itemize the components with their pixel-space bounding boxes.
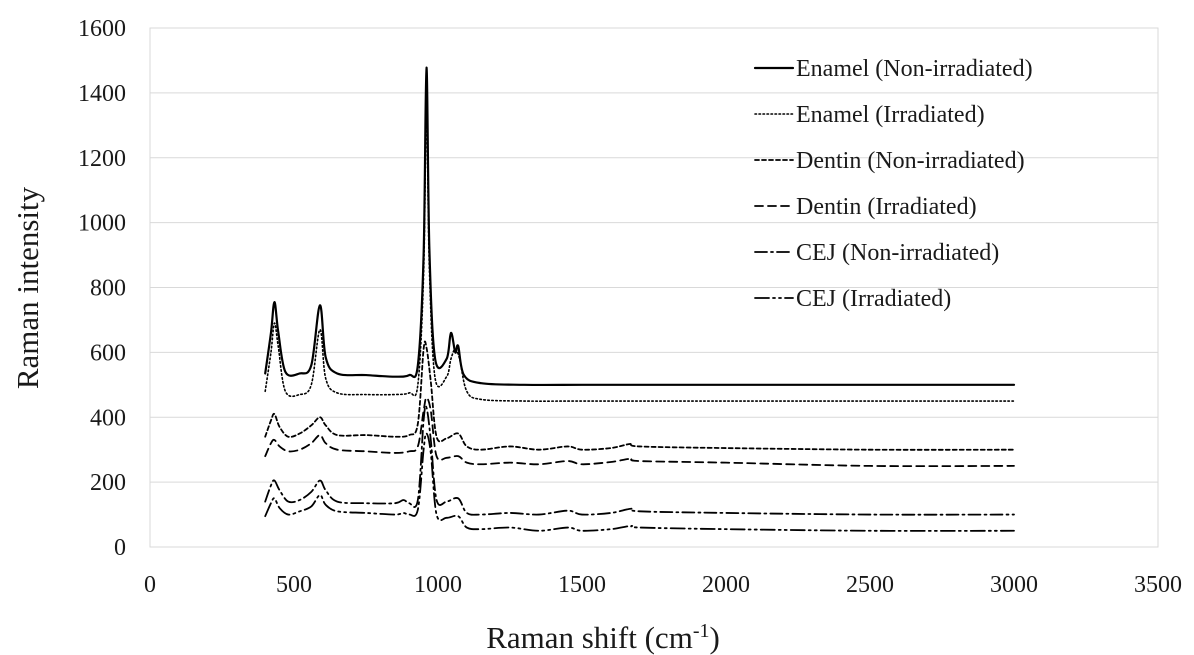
legend-label-1: Enamel (Non-irradiated) <box>796 56 1033 82</box>
y-tick-label-1600: 1600 <box>78 16 126 42</box>
x-axis-title: Raman shift (cm-1) <box>486 620 720 655</box>
x-tick-label-2000: 2000 <box>702 572 750 598</box>
x-axis-title-main: Raman shift (cm <box>486 620 693 655</box>
y-tick-label-1400: 1400 <box>78 81 126 107</box>
axis-layer: 0 200 400 600 800 1000 1200 1400 1600 0 500 1000 150… <box>78 16 1182 598</box>
y-axis-title: Raman intensity <box>10 186 45 389</box>
series-layer <box>264 66 1016 532</box>
legend-label-5: CEJ (Non-irradiated) <box>796 240 999 266</box>
x-tick-label-1500: 1500 <box>558 572 606 598</box>
legend-item-5: CEJ (Non-irradiated) <box>754 240 999 266</box>
legend-item-1: Enamel (Non-irradiated) <box>753 56 1033 82</box>
x-tick-label-1000: 1000 <box>414 572 462 598</box>
series-line-6 <box>264 432 1015 532</box>
y-tick-label-400: 400 <box>90 405 126 431</box>
legend-label-6: CEJ (Irradiated) <box>796 286 951 312</box>
x-tick-label-2500: 2500 <box>846 572 894 598</box>
x-tick-label-3500: 3500 <box>1134 572 1182 598</box>
series-line-1 <box>264 66 1016 387</box>
legend-item-2: Enamel (Irradiated) <box>754 102 985 128</box>
legend: Enamel (Non-irradiated) Enamel (Irradiate… <box>753 56 1033 312</box>
series-line-3 <box>264 340 1015 451</box>
y-tick-label-0: 0 <box>114 535 126 561</box>
x-tick-label-3000: 3000 <box>990 572 1038 598</box>
y-tick-label-1000: 1000 <box>78 211 126 237</box>
x-tick-label-500: 500 <box>276 572 312 598</box>
grid-layer <box>149 27 1159 548</box>
x-tick-label-0: 0 <box>144 572 156 598</box>
y-tick-label-200: 200 <box>90 470 126 496</box>
x-axis-title-close: ) <box>709 620 719 655</box>
legend-label-4: Dentin (Irradiated) <box>796 194 977 220</box>
legend-item-6: CEJ (Irradiated) <box>754 286 951 312</box>
legend-item-3: Dentin (Non-irradiated) <box>754 148 1025 174</box>
y-tick-label-800: 800 <box>90 276 126 302</box>
x-axis-title-superscript: -1 <box>693 620 710 642</box>
series-line-4 <box>264 396 1015 468</box>
y-tick-label-1200: 1200 <box>78 146 126 172</box>
y-tick-label-600: 600 <box>90 340 126 366</box>
legend-label-2: Enamel (Irradiated) <box>796 102 985 128</box>
legend-item-4: Dentin (Irradiated) <box>754 194 977 220</box>
legend-label-3: Dentin (Non-irradiated) <box>796 148 1025 174</box>
series-line-5 <box>264 405 1015 516</box>
series-line-2 <box>264 106 1015 402</box>
